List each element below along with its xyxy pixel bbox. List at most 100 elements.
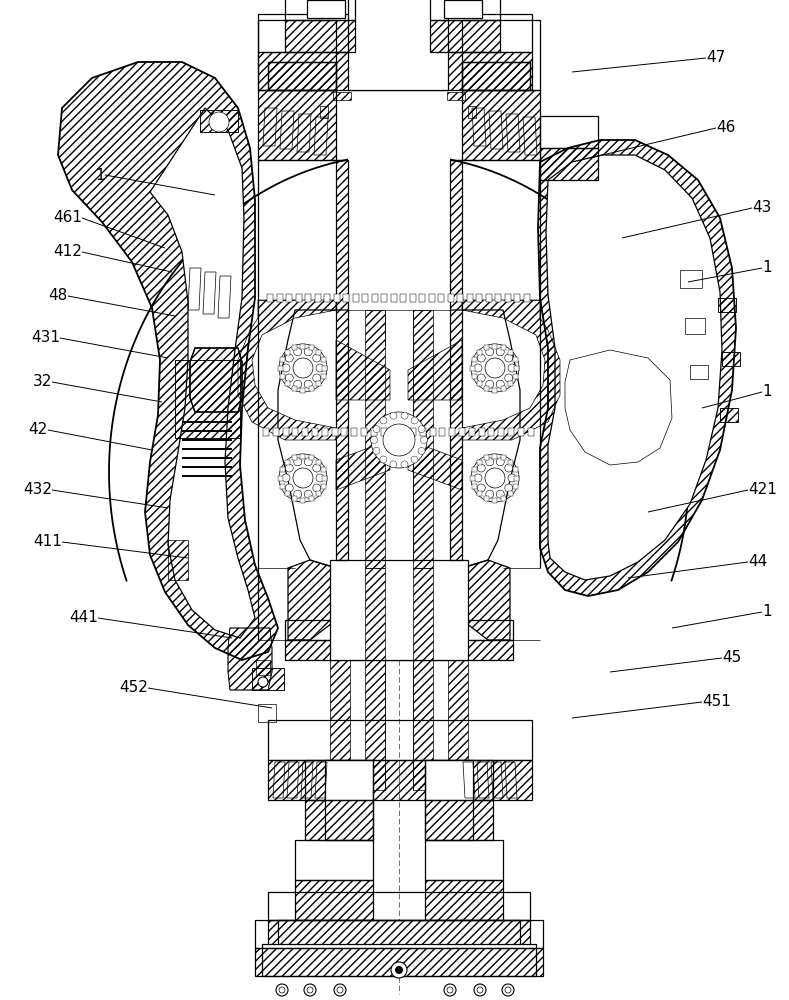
Bar [720,408,738,422]
Circle shape [418,426,425,433]
Bar [321,357,326,362]
Bar [513,484,518,489]
Bar [285,620,513,640]
Circle shape [209,112,229,132]
Circle shape [294,348,301,356]
Bar [301,497,305,502]
Bar [425,760,493,800]
Bar [285,491,290,496]
Circle shape [395,966,403,974]
Bar [268,62,336,90]
Text: 48: 48 [49,288,68,304]
Bar [175,360,240,438]
Circle shape [258,677,268,687]
Bar [514,476,519,481]
Circle shape [337,987,343,993]
Bar [524,294,530,302]
Bar [323,365,327,370]
Bar [382,294,387,302]
Bar [301,344,305,349]
Circle shape [371,412,427,468]
Circle shape [411,456,418,463]
Circle shape [477,374,485,382]
Bar [505,294,511,302]
Bar [528,428,533,436]
Circle shape [316,364,324,372]
Text: 42: 42 [28,422,48,438]
Circle shape [508,474,516,482]
Circle shape [421,436,428,444]
Circle shape [305,348,312,356]
Circle shape [312,464,321,472]
Bar [268,720,532,760]
Circle shape [444,984,456,996]
Circle shape [316,474,324,482]
Bar [200,110,238,132]
Bar [448,294,454,302]
Bar [323,476,327,481]
Circle shape [505,484,513,492]
Text: 432: 432 [23,483,52,497]
Bar [718,298,736,312]
Circle shape [294,458,301,466]
Bar [391,428,396,436]
Bar [439,294,444,302]
Bar [501,386,506,391]
Circle shape [334,984,346,996]
Bar [420,294,425,302]
Bar [292,386,297,391]
Bar [498,428,504,436]
Circle shape [505,354,513,362]
Bar [501,455,506,460]
Bar [372,294,378,302]
Bar [518,428,524,436]
Circle shape [486,348,494,356]
Circle shape [293,358,313,378]
Bar [447,92,465,100]
Bar [484,345,489,350]
Circle shape [496,348,504,356]
Bar [472,467,477,472]
Text: 46: 46 [716,120,735,135]
Bar [470,476,476,481]
Bar [258,20,336,90]
Bar [330,560,468,660]
Circle shape [305,458,312,466]
Circle shape [485,468,505,488]
Circle shape [496,380,504,388]
Bar [267,294,274,302]
Text: 1: 1 [95,167,105,182]
Bar [312,428,318,436]
Bar [685,318,705,334]
Bar [321,484,326,489]
Bar [391,294,397,302]
Bar [401,294,406,302]
Circle shape [312,484,321,492]
Circle shape [477,354,485,362]
Bar [484,496,489,501]
Bar [262,944,536,976]
Bar [348,0,448,90]
Polygon shape [278,310,520,568]
Bar [322,428,327,436]
Circle shape [508,364,516,372]
Circle shape [401,412,408,419]
Bar [492,497,498,502]
Circle shape [485,358,505,378]
Circle shape [307,987,313,993]
Bar [342,428,347,436]
Circle shape [373,426,380,433]
Bar [320,106,328,118]
Circle shape [286,464,294,472]
Bar [514,365,519,370]
Bar [470,365,476,370]
Text: 452: 452 [119,680,148,696]
Circle shape [505,464,513,472]
Bar [385,52,413,310]
Bar [472,357,477,362]
Bar [429,294,435,302]
Bar [316,381,321,386]
Bar [459,428,465,436]
Bar [492,387,498,392]
Bar [458,294,463,302]
